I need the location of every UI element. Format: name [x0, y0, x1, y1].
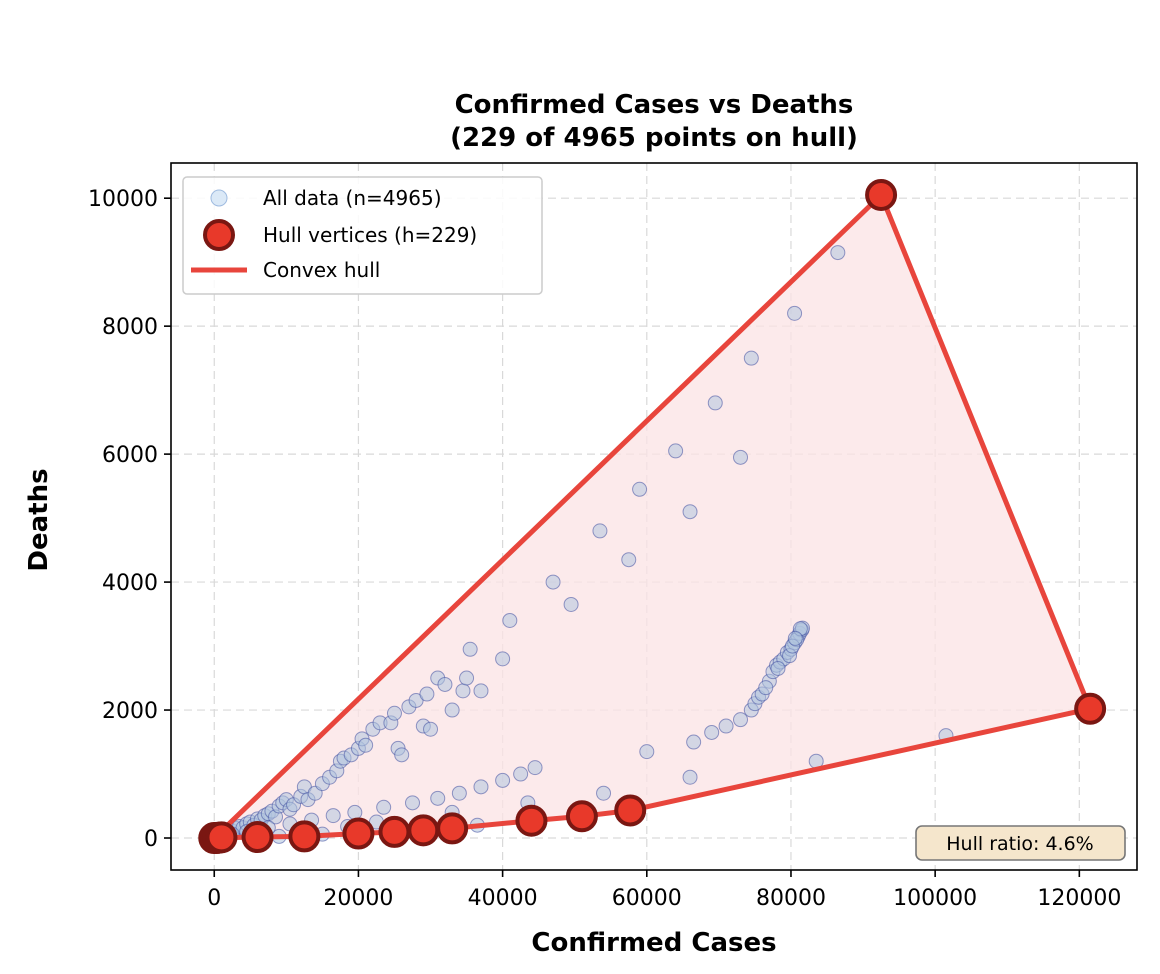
data-point-58: [563, 596, 579, 612]
hull-vertex-8: [407, 814, 440, 847]
x-tick-label-6: 120000: [1037, 886, 1121, 911]
x-tick-label-3: 60000: [612, 886, 682, 911]
legend-label-all-data: All data (n=4965): [263, 186, 442, 210]
data-point-53: [462, 641, 478, 657]
hull-vertex-10: [515, 804, 548, 837]
data-point-65: [733, 449, 749, 465]
data-point-40: [386, 705, 402, 721]
x-tick-label-1: 20000: [323, 886, 393, 911]
y-tick-label-0: 0: [144, 827, 158, 852]
data-point-76: [733, 712, 749, 728]
data-point-66: [743, 350, 759, 366]
chart-title-line2: (229 of 4965 points on hull): [450, 123, 858, 153]
data-point-46: [419, 686, 435, 702]
data-point-101: [513, 766, 529, 782]
hull-vertex-14: [1074, 692, 1107, 725]
y-tick-label-1: 2000: [102, 699, 158, 724]
y-tick-label-5: 10000: [88, 187, 158, 212]
legend-marker-scatter: [210, 189, 228, 207]
data-point-108: [347, 804, 363, 820]
data-point-67: [787, 305, 803, 321]
data-point-63: [682, 504, 698, 520]
data-point-62: [668, 443, 684, 459]
data-point-55: [495, 651, 511, 667]
data-point-105: [430, 790, 446, 806]
data-point-54: [473, 683, 489, 699]
legend: All data (n=4965) Hull vertices (h=229) …: [182, 176, 543, 295]
data-point-59: [592, 523, 608, 539]
plot-frame: [170, 162, 1138, 871]
x-axis-ticks: 0 20000 40000 60000 80000 100000 120000: [207, 870, 1121, 911]
chart-title-line1: Confirmed Cases vs Deaths: [455, 90, 854, 120]
data-point-47: [423, 721, 439, 737]
x-tick-label-0: 0: [207, 886, 221, 911]
data-point-71: [682, 769, 698, 785]
y-tick-label-3: 6000: [102, 443, 158, 468]
data-point-74: [704, 724, 720, 740]
hull-vertex-7: [378, 815, 411, 848]
data-point-72: [639, 744, 655, 760]
data-point-68: [830, 245, 846, 261]
data-point-107: [376, 799, 392, 815]
hull-vertex-4: [241, 821, 274, 854]
data-point-60: [621, 552, 637, 568]
data-point-42: [394, 747, 410, 763]
data-point-100: [527, 760, 543, 776]
y-axis-ticks: 0 2000 4000 6000 8000 10000: [88, 187, 171, 852]
legend-box: [182, 176, 543, 295]
x-axis-label: Confirmed Cases: [531, 928, 776, 958]
x-tick-label-4: 80000: [756, 886, 826, 911]
data-point-73: [686, 734, 702, 750]
hull-vertex-9: [436, 812, 469, 845]
data-point-106: [405, 795, 420, 811]
data-point-102: [495, 772, 511, 788]
hull-vertex-11: [565, 800, 598, 833]
x-tick-label-5: 100000: [893, 886, 977, 911]
y-axis-label: Deaths: [24, 468, 54, 571]
data-point-56: [502, 612, 518, 628]
data-point-57: [545, 574, 561, 590]
data-point-51: [455, 683, 471, 699]
hull-vertex-5: [288, 820, 321, 853]
data-point-99: [787, 630, 803, 646]
data-point-75: [718, 718, 734, 734]
hull-vertex-3: [205, 821, 238, 854]
annotation-box: [915, 825, 1126, 861]
data-point-64: [707, 395, 723, 411]
data-point-109: [325, 808, 341, 824]
data-point-52: [459, 670, 475, 686]
y-tick-label-4: 8000: [102, 315, 158, 340]
annotation-text: Hull ratio: 4.6%: [946, 833, 1093, 855]
hull-ratio-annotation: Hull ratio: 4.6%: [915, 825, 1126, 861]
data-point-36: [358, 737, 374, 753]
hull-vertex-12: [614, 794, 647, 827]
data-point-50: [444, 702, 460, 718]
y-tick-label-2: 4000: [102, 571, 158, 596]
data-point-103: [473, 779, 489, 795]
hull-vertex-13: [865, 178, 898, 211]
legend-label-hull-vertices: Hull vertices (h=229): [263, 223, 477, 247]
data-point-120: [596, 785, 612, 801]
hull-vertex-6: [342, 817, 375, 850]
x-tick-label-2: 40000: [468, 886, 538, 911]
data-point-95: [758, 680, 774, 696]
hull-vertices: [198, 178, 1107, 855]
data-point-96: [770, 660, 786, 676]
legend-marker-vertex: [203, 219, 235, 251]
data-point-61: [632, 481, 648, 497]
data-point-104: [451, 785, 467, 801]
legend-label-convex-hull: Convex hull: [263, 258, 380, 282]
data-point-49: [437, 676, 453, 692]
